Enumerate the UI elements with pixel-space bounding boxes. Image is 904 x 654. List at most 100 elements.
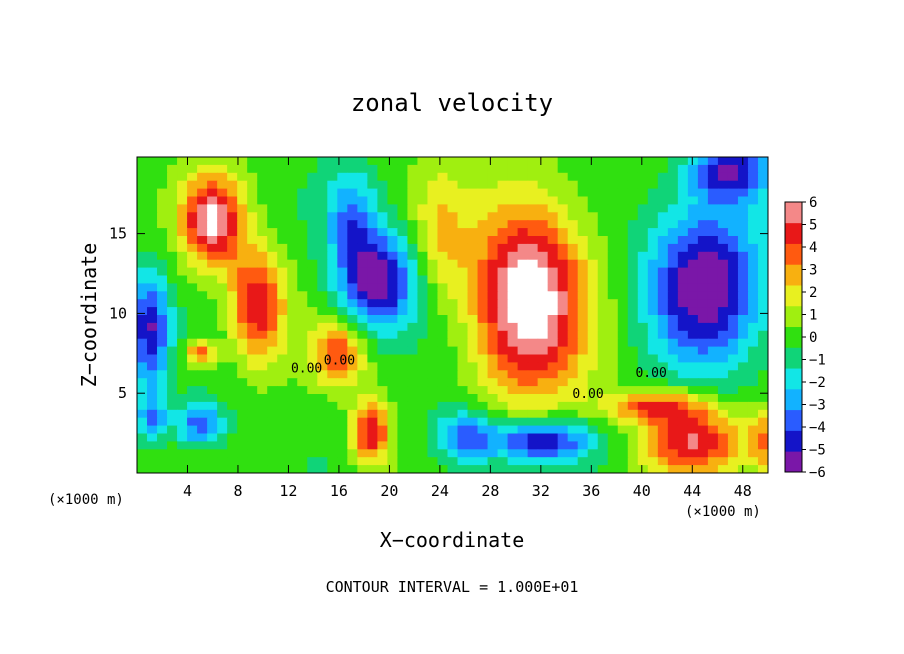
field-cell: [497, 243, 509, 253]
field-cell: [207, 394, 218, 403]
field-cell: [347, 196, 358, 205]
field-cell: [567, 401, 579, 411]
field-cell: [367, 449, 378, 458]
field-cell: [317, 291, 328, 300]
field-cell: [697, 157, 709, 166]
field-cell: [567, 204, 579, 213]
field-cell: [347, 417, 358, 427]
field-cell: [307, 354, 318, 363]
field-cell: [387, 243, 399, 253]
field-cell: [347, 251, 358, 261]
field-cell: [367, 409, 378, 419]
field-cell: [497, 457, 509, 466]
field-cell: [237, 362, 248, 371]
field-cell: [647, 267, 659, 277]
field-cell: [737, 243, 749, 253]
field-cell: [537, 401, 549, 411]
field-cell: [227, 378, 238, 387]
field-cell: [507, 251, 519, 261]
field-cell: [467, 251, 479, 261]
field-cell: [297, 330, 308, 340]
field-cell: [607, 346, 619, 356]
colorbar-swatch: [785, 285, 802, 307]
field-cell: [327, 275, 338, 284]
field-cell: [567, 425, 579, 435]
field-cell: [137, 338, 148, 348]
field-cell: [557, 394, 569, 403]
field-cell: [367, 307, 378, 316]
field-cell: [597, 291, 609, 300]
field-cell: [287, 338, 298, 348]
field-cell: [277, 409, 288, 419]
field-cell: [297, 243, 308, 253]
contour-label: 0.00: [572, 387, 603, 402]
field-cell: [687, 401, 699, 411]
field-cell: [657, 212, 669, 221]
field-cell: [407, 370, 419, 379]
field-cell: [427, 386, 439, 395]
field-cell: [317, 267, 328, 277]
field-cell: [537, 259, 549, 269]
field-cell: [327, 307, 338, 316]
field-cell: [557, 283, 569, 292]
field-cell: [607, 409, 619, 419]
field-cell: [347, 315, 358, 324]
field-cell: [687, 346, 699, 356]
field-cell: [357, 164, 368, 174]
field-cell: [417, 196, 429, 205]
field-cell: [757, 370, 768, 379]
field-cell: [697, 330, 709, 340]
field-cell: [727, 204, 739, 213]
field-cell: [407, 315, 419, 324]
field-cell: [487, 236, 499, 245]
field-cell: [277, 212, 288, 221]
field-cell: [217, 236, 228, 245]
field-cell: [187, 378, 198, 387]
field-cell: [207, 204, 218, 213]
field-cell: [657, 283, 669, 292]
field-cell: [327, 465, 338, 473]
field-cell: [627, 338, 639, 348]
field-cell: [337, 259, 348, 269]
field-cell: [517, 164, 529, 174]
field-cell: [397, 386, 409, 395]
field-cell: [227, 267, 238, 277]
field-cell: [527, 157, 539, 166]
contour-interval-note: CONTOUR INTERVAL = 1.000E+01: [326, 578, 579, 596]
field-cell: [147, 441, 158, 450]
field-cell: [467, 330, 479, 340]
field-cell: [307, 315, 318, 324]
field-cell: [507, 401, 519, 411]
field-cell: [197, 243, 208, 253]
field-cell: [467, 259, 479, 269]
field-cell: [257, 394, 268, 403]
field-cell: [217, 386, 228, 395]
field-cell: [447, 307, 459, 316]
field-cell: [547, 457, 559, 466]
field-cell: [547, 307, 559, 316]
field-cell: [417, 465, 429, 473]
field-cell: [197, 401, 208, 411]
field-cell: [147, 394, 158, 403]
field-cell: [597, 417, 609, 427]
field-cell: [657, 164, 669, 174]
field-cell: [287, 362, 298, 371]
field-cell: [427, 188, 439, 198]
field-cell: [187, 354, 198, 363]
field-cell: [337, 457, 348, 466]
field-cell: [527, 322, 539, 332]
field-cell: [587, 338, 599, 348]
field-cell: [327, 338, 338, 348]
field-cell: [297, 378, 308, 387]
field-cell: [317, 164, 328, 174]
field-cell: [457, 441, 469, 450]
field-cell: [717, 236, 729, 245]
field-cell: [337, 425, 348, 435]
field-cell: [547, 417, 559, 427]
field-cell: [457, 378, 469, 387]
field-cell: [677, 441, 689, 450]
field-cell: [407, 204, 419, 213]
field-cell: [577, 164, 589, 174]
field-cell: [697, 172, 709, 182]
field-cell: [647, 220, 659, 229]
